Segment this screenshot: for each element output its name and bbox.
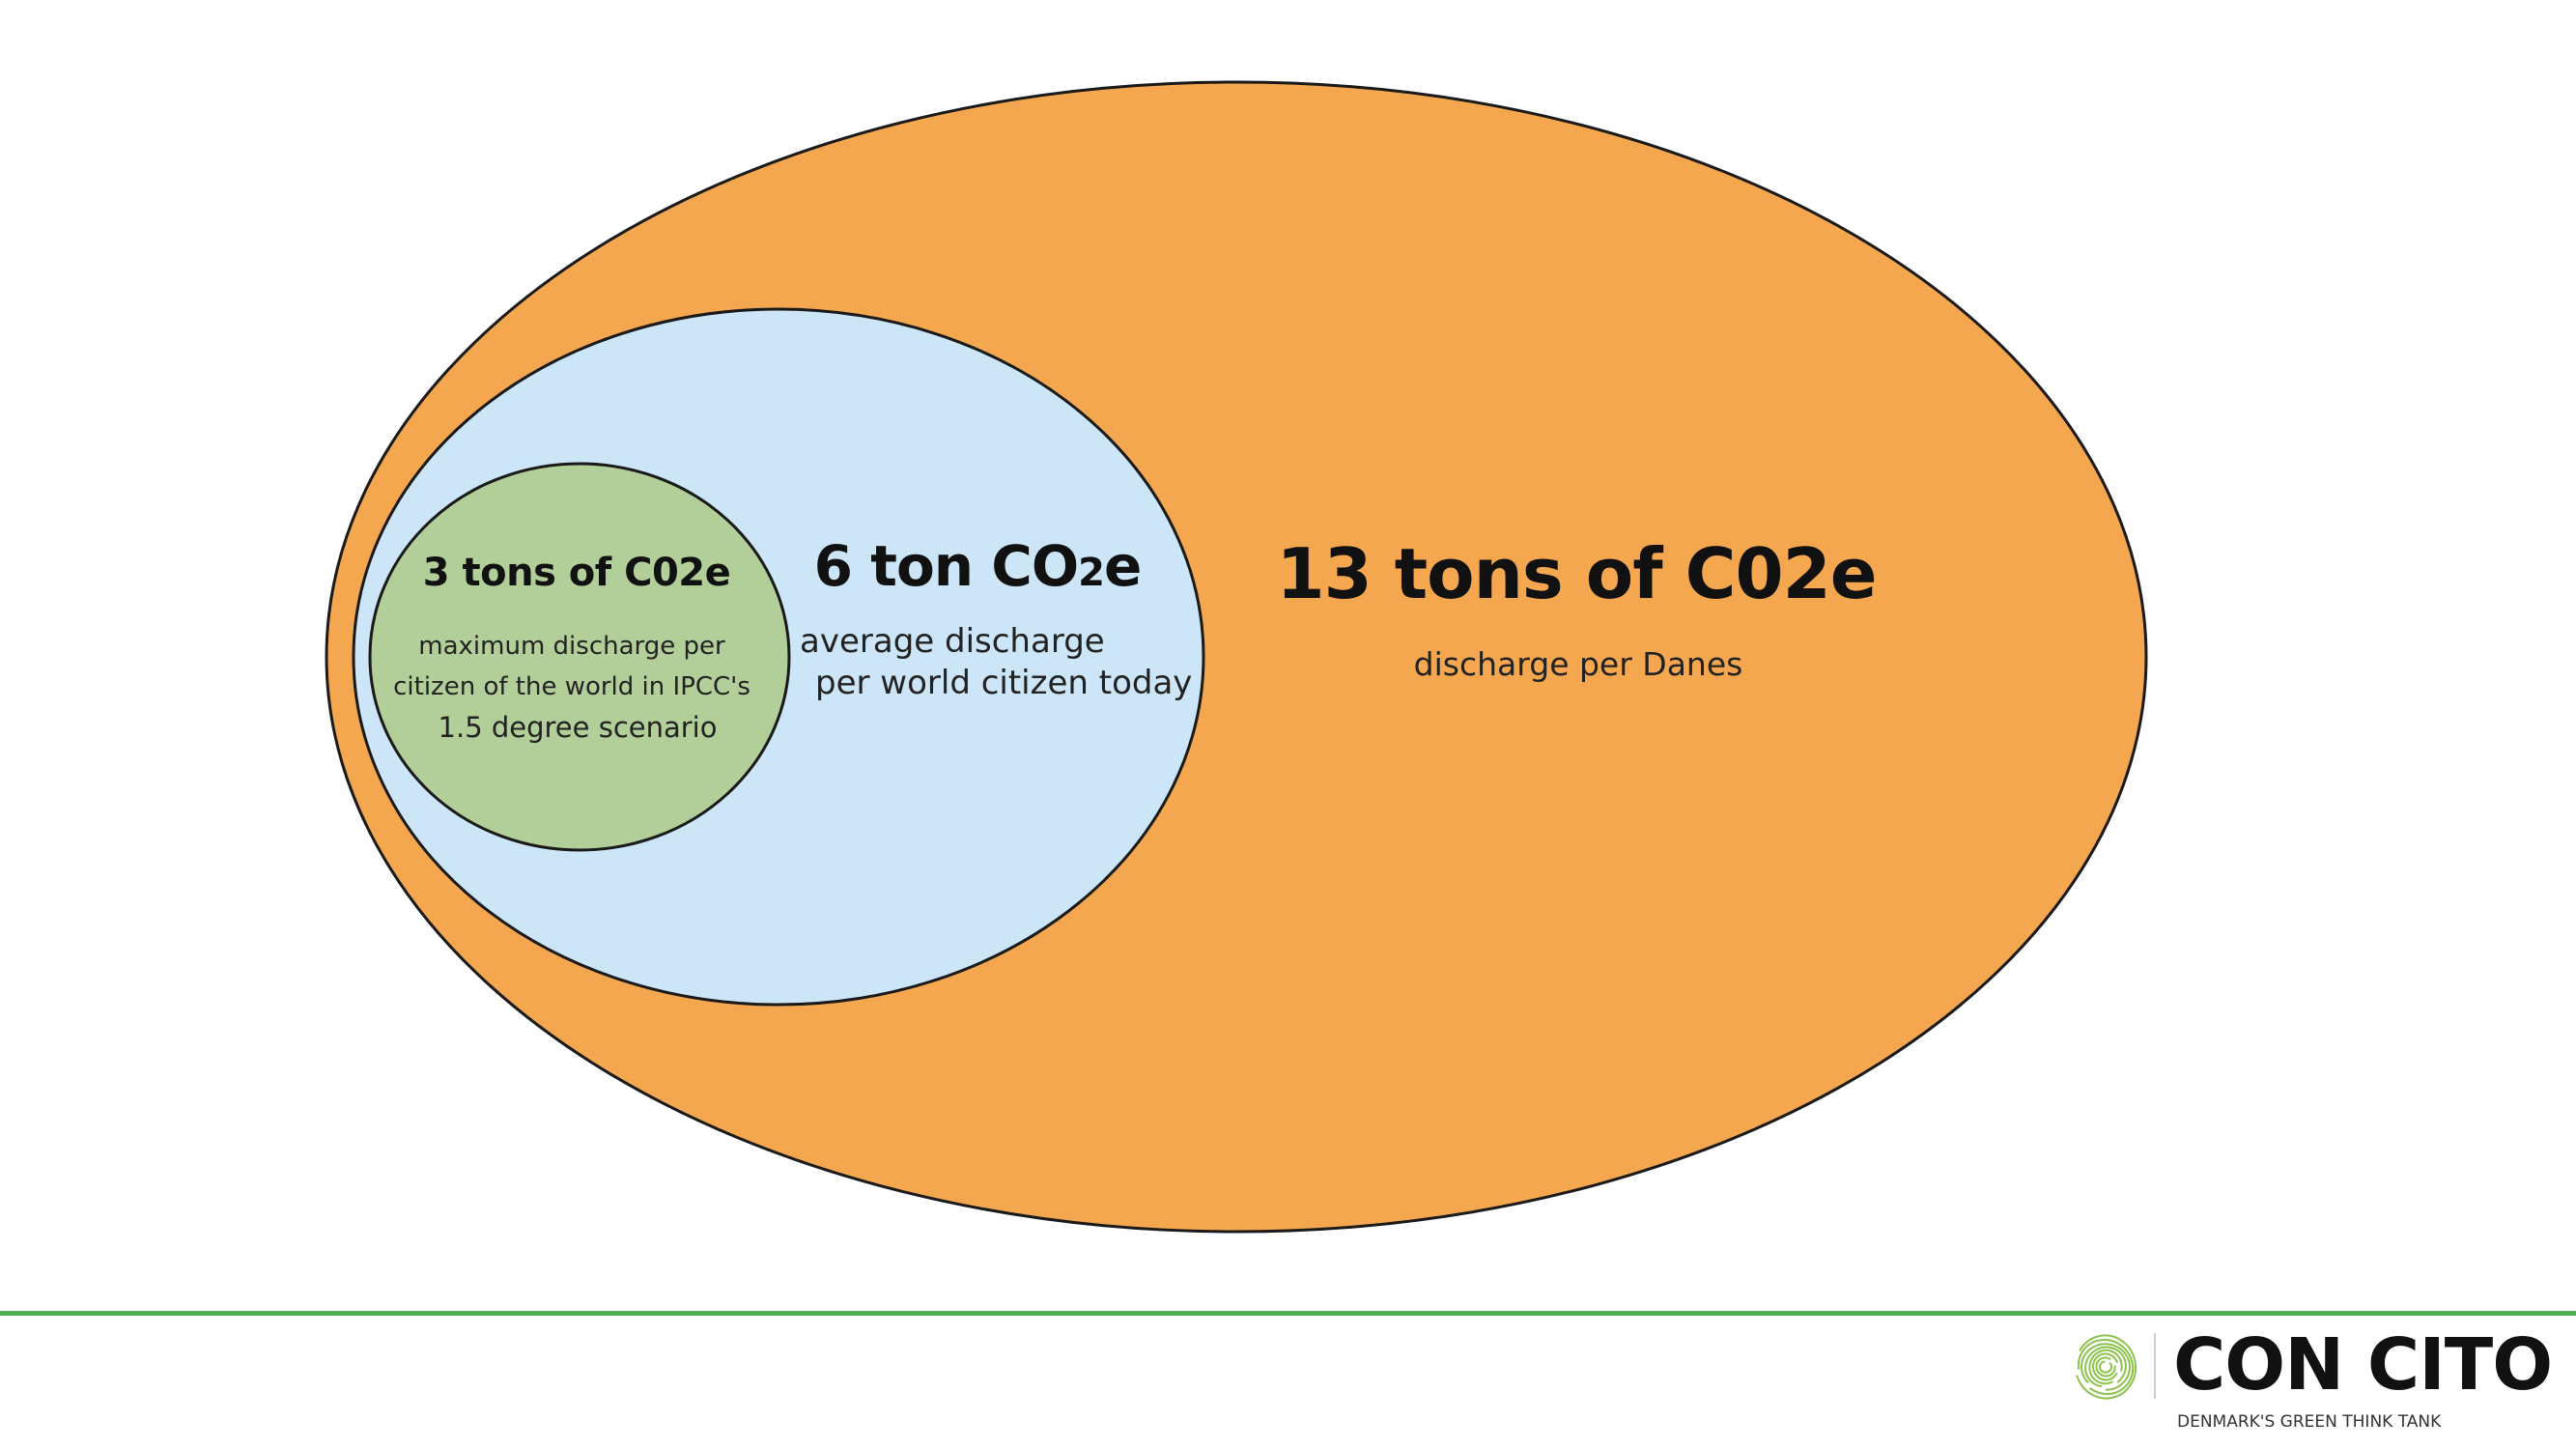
emissions-nested-ellipses [325, 80, 2148, 1234]
ipcc-description-line-2: citizen of the world in IPCC's [393, 672, 750, 701]
world-description-line-1: average discharge [800, 622, 1105, 661]
logo-arc [2092, 1352, 2119, 1381]
concito-tagline: DENMARK'S GREEN THINK TANK [2177, 1412, 2442, 1432]
concito-logo-wordmark: CON CITO [2173, 1323, 2553, 1406]
world-title-subscript: 2 [1078, 551, 1105, 595]
logo-arc [2099, 1360, 2112, 1374]
ipcc-ellipse [368, 462, 791, 852]
logo-arc [2077, 1338, 2135, 1396]
danes-title: 13 tons of C02e [1276, 533, 1877, 614]
logo-arc [2081, 1343, 2131, 1391]
logo-arc [2095, 1356, 2116, 1378]
footer-divider-line [0, 1311, 2576, 1316]
logo-divider [2154, 1333, 2156, 1399]
logo-arc [2074, 1334, 2137, 1400]
world-description-line-2: per world citizen today [815, 664, 1193, 702]
world-title-main: 6 ton CO [813, 533, 1079, 599]
danes-description: discharge per Danes [1413, 645, 1743, 683]
ipcc-description-line-3: 1.5 degree scenario [438, 711, 718, 744]
ipcc-description-line-1: maximum discharge per [418, 632, 725, 661]
logo-arc [2088, 1349, 2123, 1385]
world-title: 6 ton CO2e [813, 533, 1143, 599]
ipcc-title: 3 tons of C02e [422, 551, 731, 595]
logo-arc [2084, 1346, 2127, 1388]
fingerprint-leaf-icon [2074, 1334, 2137, 1400]
world-title-end: e [1103, 533, 1142, 599]
